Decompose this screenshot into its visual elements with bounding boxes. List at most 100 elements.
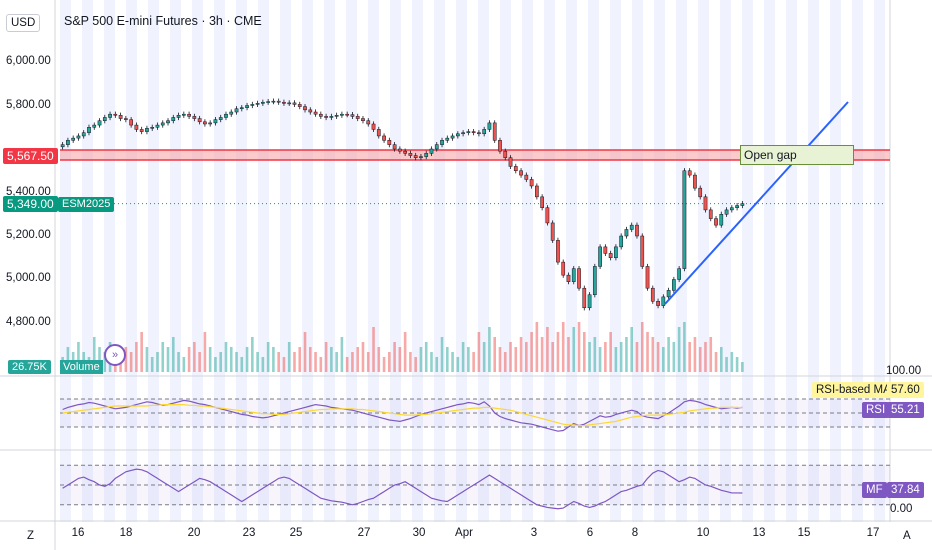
candle-body	[192, 116, 197, 119]
candle-body	[181, 113, 186, 116]
candle-body	[698, 187, 703, 198]
volume-bar	[567, 337, 570, 372]
chart-title[interactable]: S&P 500 E-mini Futures · 3h · CME	[64, 14, 262, 28]
session-band	[764, 0, 775, 522]
candle-body	[424, 153, 429, 157]
y-tick: 5,000.00	[6, 272, 51, 284]
gap-zone-fill	[60, 150, 890, 160]
candle-body	[118, 115, 123, 119]
volume-bar	[693, 337, 697, 372]
volume-bar	[129, 352, 133, 372]
candle-body	[71, 137, 76, 141]
candle-body	[592, 266, 597, 295]
rsi-pane	[60, 398, 890, 432]
volume-bar	[572, 327, 576, 372]
session-band	[148, 0, 159, 522]
candle-body	[108, 113, 112, 118]
volume-bar	[314, 352, 317, 372]
session-band	[522, 0, 533, 522]
volume-bar	[588, 342, 591, 372]
volume-bar	[577, 322, 581, 372]
session-band	[566, 0, 577, 522]
volume-bar	[741, 362, 744, 372]
candle-body	[271, 100, 276, 103]
rsi-value: 55.21	[887, 402, 924, 418]
session-band	[126, 0, 137, 522]
volume-bar	[124, 347, 128, 372]
volume-bar	[298, 347, 302, 372]
candle-body	[276, 100, 281, 103]
volume-bar	[498, 347, 502, 372]
session-band	[456, 0, 467, 522]
session-band	[742, 0, 753, 522]
session-band	[786, 0, 797, 522]
candle-body	[398, 148, 402, 152]
volume-bar	[704, 342, 707, 372]
volume-bar	[683, 322, 686, 372]
rsi-ma-line	[62, 404, 743, 427]
volume-bar	[614, 347, 618, 372]
open-gap-box[interactable]: Open gap	[740, 145, 854, 165]
volume-bar	[229, 347, 233, 372]
volume-bar	[514, 347, 518, 372]
x-tick: 16	[71, 527, 85, 539]
candle-body	[287, 102, 292, 105]
x-tick: 23	[242, 527, 256, 539]
candle-body	[566, 274, 571, 282]
candle-body	[735, 205, 739, 208]
candle-body	[719, 214, 724, 226]
candle-body	[97, 120, 102, 126]
volume-bar	[656, 342, 660, 372]
volume-bar	[445, 347, 449, 372]
volume-bar	[556, 332, 560, 372]
volume-bar	[161, 342, 165, 372]
overlays	[664, 101, 849, 305]
candle-body	[461, 132, 465, 135]
volume-bar	[646, 332, 649, 372]
volume-bar	[625, 337, 628, 372]
candle-body	[445, 137, 450, 141]
session-band	[478, 0, 489, 522]
volume-bar	[735, 357, 739, 372]
candle-body	[234, 108, 239, 113]
volume-bar	[551, 342, 554, 372]
x-tick: 18	[119, 527, 133, 539]
timezone-toggle[interactable]: Z	[27, 530, 35, 542]
candle-body	[672, 279, 676, 291]
mfi-value: 37.84	[887, 482, 924, 498]
rsi-top-label: 100.00	[886, 365, 922, 377]
session-band	[830, 0, 841, 522]
candle-body	[229, 111, 234, 115]
volume-bar	[651, 337, 655, 372]
candle-body	[598, 246, 602, 267]
autoscale-toggle[interactable]: A	[903, 530, 911, 542]
x-tick: Apr	[455, 527, 473, 539]
volume-bar	[709, 337, 713, 372]
volume-bar	[725, 357, 728, 372]
volume-bar	[361, 342, 365, 372]
x-tick: 17	[866, 527, 880, 539]
volume-bar	[251, 337, 254, 372]
volume-bar	[256, 352, 259, 372]
candle-body	[693, 174, 697, 189]
volume-bar	[245, 347, 249, 372]
replay-arrow-icon[interactable]: »	[104, 344, 126, 366]
candle-body	[413, 155, 418, 158]
y-tick: 4,800.00	[6, 316, 51, 328]
x-tick: 30	[412, 527, 426, 539]
currency-label[interactable]: USD	[6, 14, 41, 32]
candle-body	[208, 122, 213, 125]
volume-bar	[509, 342, 512, 372]
volume-bar	[187, 347, 191, 372]
volume-bar	[303, 332, 307, 372]
volume-bar	[630, 327, 634, 372]
volume-bar	[182, 357, 186, 372]
volume-bar	[477, 332, 481, 372]
volume-bar	[388, 352, 391, 372]
candle-body	[66, 140, 70, 145]
candle-body	[282, 101, 286, 104]
volume-bar	[366, 352, 370, 372]
volume-bar	[156, 352, 159, 372]
